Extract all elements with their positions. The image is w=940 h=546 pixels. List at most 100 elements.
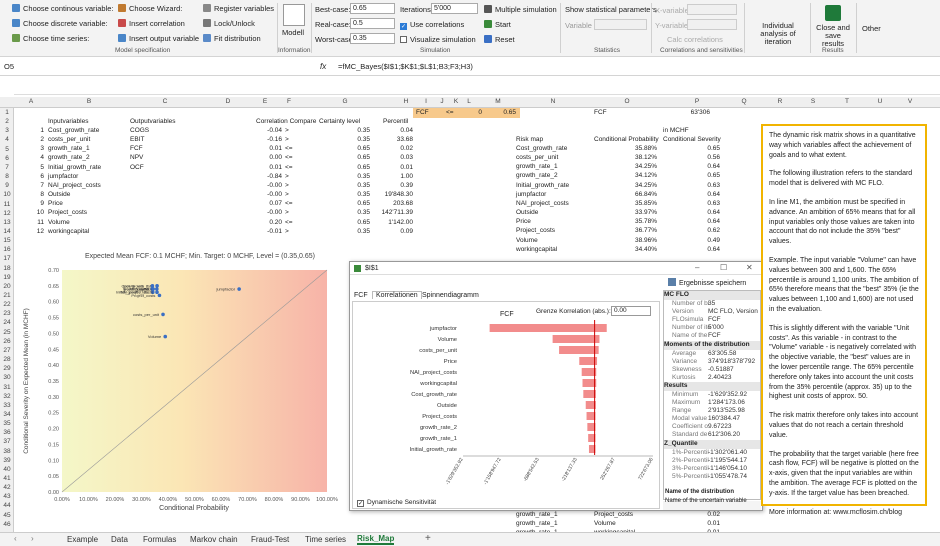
choose-discrete-variable-button[interactable]: Choose discrete variable: [12, 19, 108, 28]
row-number[interactable]: 7 [5, 163, 9, 171]
row-number[interactable]: 24 [3, 319, 11, 327]
certainty-cell[interactable]: 0.35 [357, 136, 370, 144]
model-button-label[interactable]: Modell [282, 28, 305, 37]
panel-row[interactable]: Name of the FCF [664, 332, 760, 341]
compare-cell[interactable]: <= [285, 145, 293, 153]
column-header[interactable]: I [425, 98, 427, 105]
riskmap-variable-cell[interactable]: growth_rate_1 [516, 163, 558, 171]
tornado-bar[interactable] [588, 445, 596, 453]
panel-row[interactable]: Maximum 1'284'173.06 [664, 399, 760, 408]
model-icon[interactable] [283, 4, 305, 26]
column-header[interactable]: R [777, 98, 783, 105]
percentil-cell[interactable]: 0.09 [400, 227, 413, 235]
panel-row[interactable]: 2%-Percentil -1'195'544.17 [664, 457, 760, 466]
percentil-cell[interactable]: 0.04 [400, 127, 413, 134]
certainty-cell[interactable]: 0.35 [357, 209, 370, 217]
column-header[interactable]: L [467, 98, 471, 105]
data-point[interactable] [155, 287, 159, 291]
row-number[interactable]: 26 [3, 337, 11, 345]
compare-cell[interactable]: > [285, 181, 289, 189]
percentil-cell[interactable]: 19'848.30 [384, 191, 413, 199]
correlation-cell[interactable]: -0.00 [267, 181, 282, 189]
tornado-bar[interactable] [587, 423, 596, 431]
percentil-cell[interactable]: 203.68 [393, 200, 413, 208]
pair-value[interactable]: 0.02 [707, 511, 720, 518]
panel-row[interactable]: Number of ite 5'000 [664, 324, 760, 333]
input-variable-cell[interactable]: NAI_project_costs [48, 181, 101, 189]
output-variable-cell[interactable]: COGS [130, 127, 150, 134]
row-number[interactable]: 21 [3, 292, 11, 299]
best-case-input[interactable]: 0.65 [350, 3, 395, 14]
certainty-cell[interactable]: 0.65 [357, 154, 370, 162]
panel-row[interactable]: 5%-Percentil -1'055'478.74 [664, 473, 760, 482]
riskmap-variable-cell[interactable]: Project_costs [516, 227, 556, 235]
row-index[interactable]: 12 [36, 227, 44, 235]
risk-map-header[interactable]: Risk map [516, 136, 544, 143]
individual-analysis-button[interactable]: Individual analysis of iteration [760, 21, 796, 46]
pair-variable-b[interactable]: Volume [594, 520, 616, 528]
row-index[interactable]: 6 [40, 172, 44, 180]
certainty-cell[interactable]: 0.65 [357, 145, 370, 153]
compare-cell[interactable]: > [285, 172, 289, 180]
panel-row[interactable]: Number of bi 35 [664, 300, 760, 309]
row-number[interactable]: 34 [3, 410, 11, 418]
row-number[interactable]: 5 [5, 145, 9, 153]
column-header[interactable]: U [877, 98, 883, 105]
row-number[interactable]: 42 [3, 484, 11, 492]
sheet-tab[interactable]: Fraud-Test [251, 535, 290, 544]
row-number[interactable]: 14 [3, 227, 11, 235]
row-number[interactable]: 27 [3, 346, 11, 354]
riskmap-variable-cell[interactable]: jumpfactor [516, 190, 547, 198]
riskmap-variable-cell[interactable]: Initial_growth_rate [516, 181, 570, 189]
column-header[interactable]: E [262, 98, 268, 105]
dynamic-sensitivity-checkbox[interactable]: ✓ Dynamische Sensitivität [357, 499, 436, 507]
panel-row[interactable]: Range 2'913'525.98 [664, 407, 760, 416]
row-number[interactable]: 4 [5, 136, 9, 144]
tornado-bar[interactable] [552, 335, 600, 343]
compare-cell[interactable]: > [285, 127, 289, 134]
tornado-bar[interactable] [582, 379, 597, 387]
percentil-cell[interactable]: 0.03 [400, 154, 413, 162]
input-variable-cell[interactable]: Outside [48, 191, 71, 199]
formula-input[interactable]: =fMC_Bayes($I$1;$K$1;$L$1;B3;F3;H3) [338, 62, 473, 71]
correlation-cell[interactable]: 0.20 [269, 218, 282, 226]
tornado-bar[interactable] [489, 324, 607, 332]
x-variable-select[interactable] [687, 4, 737, 15]
row-index[interactable]: 7 [40, 181, 44, 189]
row-number[interactable]: 9 [5, 182, 9, 190]
row-number[interactable]: 30 [3, 374, 11, 382]
save-results-button[interactable]: Ergebnisse speichern [668, 278, 746, 287]
input-variable-cell[interactable]: Volume [48, 218, 70, 226]
percentil-cell[interactable]: 1'142.00 [388, 218, 413, 226]
certainty-cell[interactable]: 0.65 [357, 200, 370, 208]
output-variable-cell[interactable]: FCF [130, 145, 143, 153]
column-header[interactable]: P [694, 98, 700, 105]
panel-row[interactable]: Version MC FLO, Version [664, 308, 760, 317]
data-point[interactable] [157, 293, 162, 298]
row-number[interactable]: 12 [3, 209, 11, 217]
column-header[interactable]: B [86, 98, 92, 105]
compare-cell[interactable]: <= [285, 200, 293, 208]
certainty-cell[interactable]: 0.65 [357, 163, 370, 171]
sheet-tab[interactable]: Markov chain [190, 535, 238, 544]
real-case-input[interactable]: 0.5 [350, 18, 395, 29]
row-index[interactable]: 9 [40, 200, 44, 208]
correlation-cell[interactable]: 0.01 [269, 163, 282, 171]
excel-save-icon[interactable] [825, 5, 841, 21]
panel-row[interactable]: 1%-Percentil -1'302'061.40 [664, 449, 760, 458]
column-header[interactable]: O [624, 98, 630, 105]
panel-section-header[interactable]: Moments of the distribution [664, 340, 760, 350]
row-number[interactable]: 33 [3, 401, 11, 409]
row-index[interactable]: 2 [40, 136, 44, 144]
row-number[interactable]: 8 [5, 173, 9, 181]
compare-cell[interactable]: <= [285, 218, 293, 226]
percentil-header[interactable]: Percentil [383, 118, 409, 125]
percentil-cell[interactable]: 1.00 [400, 172, 413, 180]
riskmap-variable-cell[interactable]: Cost_growth_rate [516, 145, 568, 152]
severity-cell[interactable]: 0.56 [707, 154, 720, 162]
column-header[interactable]: V [907, 98, 913, 105]
pair-value[interactable]: 0.01 [707, 520, 720, 528]
maximize-icon[interactable]: ☐ [720, 263, 728, 272]
row-number[interactable]: 36 [3, 429, 11, 437]
results-dialog[interactable]: $I$1 – ☐ ✕ Ergebnisse speichern FCF Korr… [349, 261, 763, 511]
